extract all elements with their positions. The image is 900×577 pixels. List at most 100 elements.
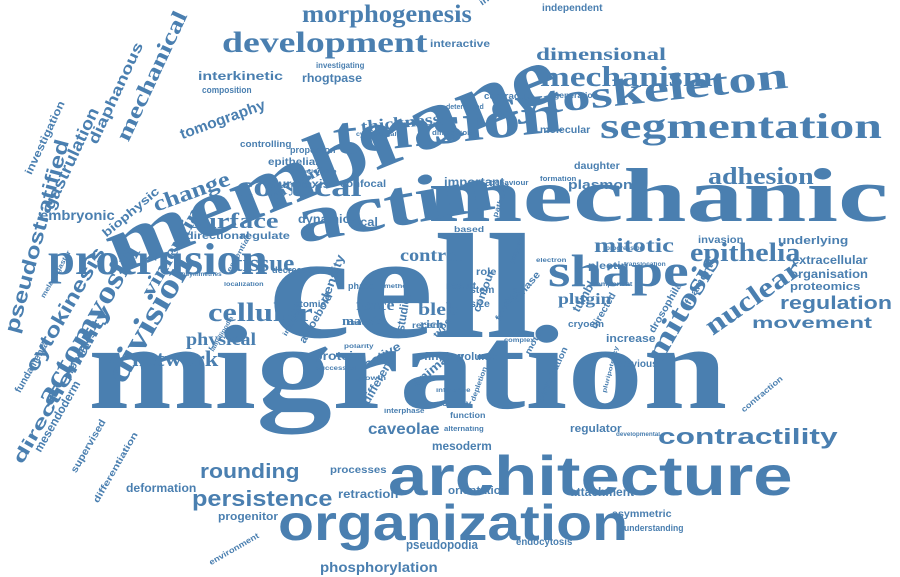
word-size: size bbox=[470, 299, 490, 310]
word-increase: increase bbox=[606, 333, 656, 345]
word-influence: influence bbox=[436, 388, 471, 394]
word-organization: organization bbox=[278, 495, 629, 551]
word-localization: localization bbox=[224, 282, 264, 288]
word-pseudopodia: pseudopodia bbox=[406, 537, 478, 552]
word-shape: shape bbox=[548, 245, 689, 296]
word-matrix: matrix bbox=[342, 313, 384, 328]
word-growth: growth bbox=[356, 376, 386, 382]
word-method: method bbox=[384, 284, 412, 290]
word-interphase: interphase bbox=[384, 408, 425, 415]
word-composition: composition bbox=[202, 85, 252, 95]
word-translocation: translocation bbox=[624, 262, 666, 268]
word-mitotic: mitotic bbox=[594, 235, 674, 257]
word-plugin: plugin bbox=[558, 291, 612, 308]
word-focal: focal bbox=[348, 215, 379, 229]
word-electron: electron bbox=[536, 258, 567, 264]
word-extracellular: extracellular bbox=[792, 253, 868, 267]
word-alternating: alternating bbox=[444, 426, 484, 433]
word-mechanic: mechanic bbox=[428, 154, 889, 238]
word-confocal: confocal bbox=[340, 179, 387, 190]
word-phase: phase bbox=[348, 281, 375, 291]
word-generation: generation bbox=[554, 91, 598, 100]
word-epithelia: epithelia bbox=[690, 238, 801, 267]
word-controlling: controlling bbox=[240, 139, 292, 149]
word-proteomics: proteomics bbox=[790, 281, 861, 293]
word-bleb: bleb bbox=[418, 299, 459, 319]
word-dimensional: dimensional bbox=[536, 44, 667, 64]
word-component: component bbox=[592, 282, 633, 288]
word-protrusion: protrusion bbox=[48, 235, 268, 284]
word-decrease: decrease bbox=[272, 265, 313, 275]
word-volume: volume bbox=[458, 351, 498, 363]
word-finding: finding bbox=[424, 351, 464, 363]
word-phosphorylation: phosphorylation bbox=[320, 559, 438, 575]
word-important: important bbox=[444, 175, 505, 189]
word-underlying: underlying bbox=[778, 235, 849, 247]
word-developmental: developmental bbox=[616, 432, 661, 438]
word-activity: activity bbox=[436, 399, 472, 408]
word-contractile: contractile bbox=[484, 91, 534, 101]
word-interactive: interactive bbox=[430, 39, 491, 50]
word-atomic: atomic bbox=[294, 299, 327, 309]
word-interkinetic: interkinetic bbox=[198, 69, 284, 83]
word-behaviour: behaviour bbox=[490, 180, 529, 187]
word-tomography: tomography bbox=[177, 96, 268, 144]
word-asymmetries: asymmetries bbox=[182, 272, 222, 278]
word-tissue: tissue bbox=[234, 251, 295, 277]
word-adhesion: adhesion bbox=[708, 164, 814, 190]
word-rich: rich bbox=[420, 317, 444, 331]
word-regulation: regulation bbox=[780, 293, 892, 313]
word-role: role bbox=[476, 267, 497, 278]
word-cellular: cellular bbox=[208, 298, 313, 327]
word-directional: directional bbox=[186, 231, 250, 242]
word-attachment: attachment bbox=[570, 485, 635, 499]
word-cortical: cortical bbox=[236, 170, 362, 203]
word-asymmetric: asymmetric bbox=[612, 509, 672, 520]
word-cancer: cancer bbox=[348, 320, 374, 327]
word-dimension: dimension bbox=[432, 130, 473, 137]
word-development: development bbox=[222, 26, 428, 59]
word-morphogenesis: morphogenesis bbox=[302, 1, 472, 28]
word-plasmon: plasmon bbox=[568, 177, 633, 192]
word-network: network bbox=[132, 346, 219, 371]
word-regulator: regulator bbox=[570, 423, 622, 435]
word-daughter: daughter bbox=[574, 161, 620, 172]
word-contraction: contraction bbox=[739, 374, 785, 415]
word-dynamic: dynamic bbox=[298, 212, 350, 226]
word-molecular: molecular bbox=[540, 125, 591, 136]
word-progenitor: progenitor bbox=[218, 511, 279, 523]
word-invasion: invasion bbox=[698, 235, 744, 246]
word-result: result bbox=[446, 281, 477, 292]
word-caveolae: caveolae bbox=[368, 421, 440, 438]
word-architecture: architecture bbox=[388, 444, 793, 507]
word-organisation: organisation bbox=[790, 267, 868, 281]
word-understanding: understanding bbox=[624, 523, 684, 533]
word-recent: recent bbox=[412, 321, 443, 330]
word-formation: formation bbox=[540, 176, 577, 183]
word-persistence: persistence bbox=[192, 486, 333, 511]
word-investigating: investigating bbox=[316, 61, 365, 70]
word-environment: environment bbox=[207, 531, 261, 567]
word-durotaxis: durotaxis bbox=[270, 177, 331, 191]
word-endocytosis: endocytosis bbox=[516, 537, 573, 548]
word-force: force bbox=[356, 297, 395, 314]
word-surface: surface bbox=[190, 208, 279, 233]
word-stem: stem bbox=[470, 285, 495, 296]
word-regulate: regulate bbox=[240, 231, 290, 242]
word-proportion: proportion bbox=[290, 145, 336, 155]
word-independent: independent bbox=[542, 3, 603, 14]
word-control: control bbox=[400, 245, 462, 265]
word-successful: successful bbox=[316, 366, 357, 372]
word-complex: complex bbox=[504, 338, 535, 344]
word-rounding: rounding bbox=[200, 461, 300, 483]
word-based: based bbox=[454, 225, 485, 234]
word-segmentation: segmentation bbox=[600, 106, 882, 146]
word-polarity: polarity bbox=[344, 344, 374, 350]
word-mesoderm: mesoderm bbox=[432, 439, 492, 453]
word-progression: progression bbox=[606, 246, 644, 252]
word-migration: migration bbox=[88, 301, 728, 434]
word-rhogtpase: rhogtpase bbox=[302, 71, 362, 85]
word-contractility: contractility bbox=[658, 424, 838, 449]
word-epithelial: epithelial bbox=[268, 157, 319, 168]
